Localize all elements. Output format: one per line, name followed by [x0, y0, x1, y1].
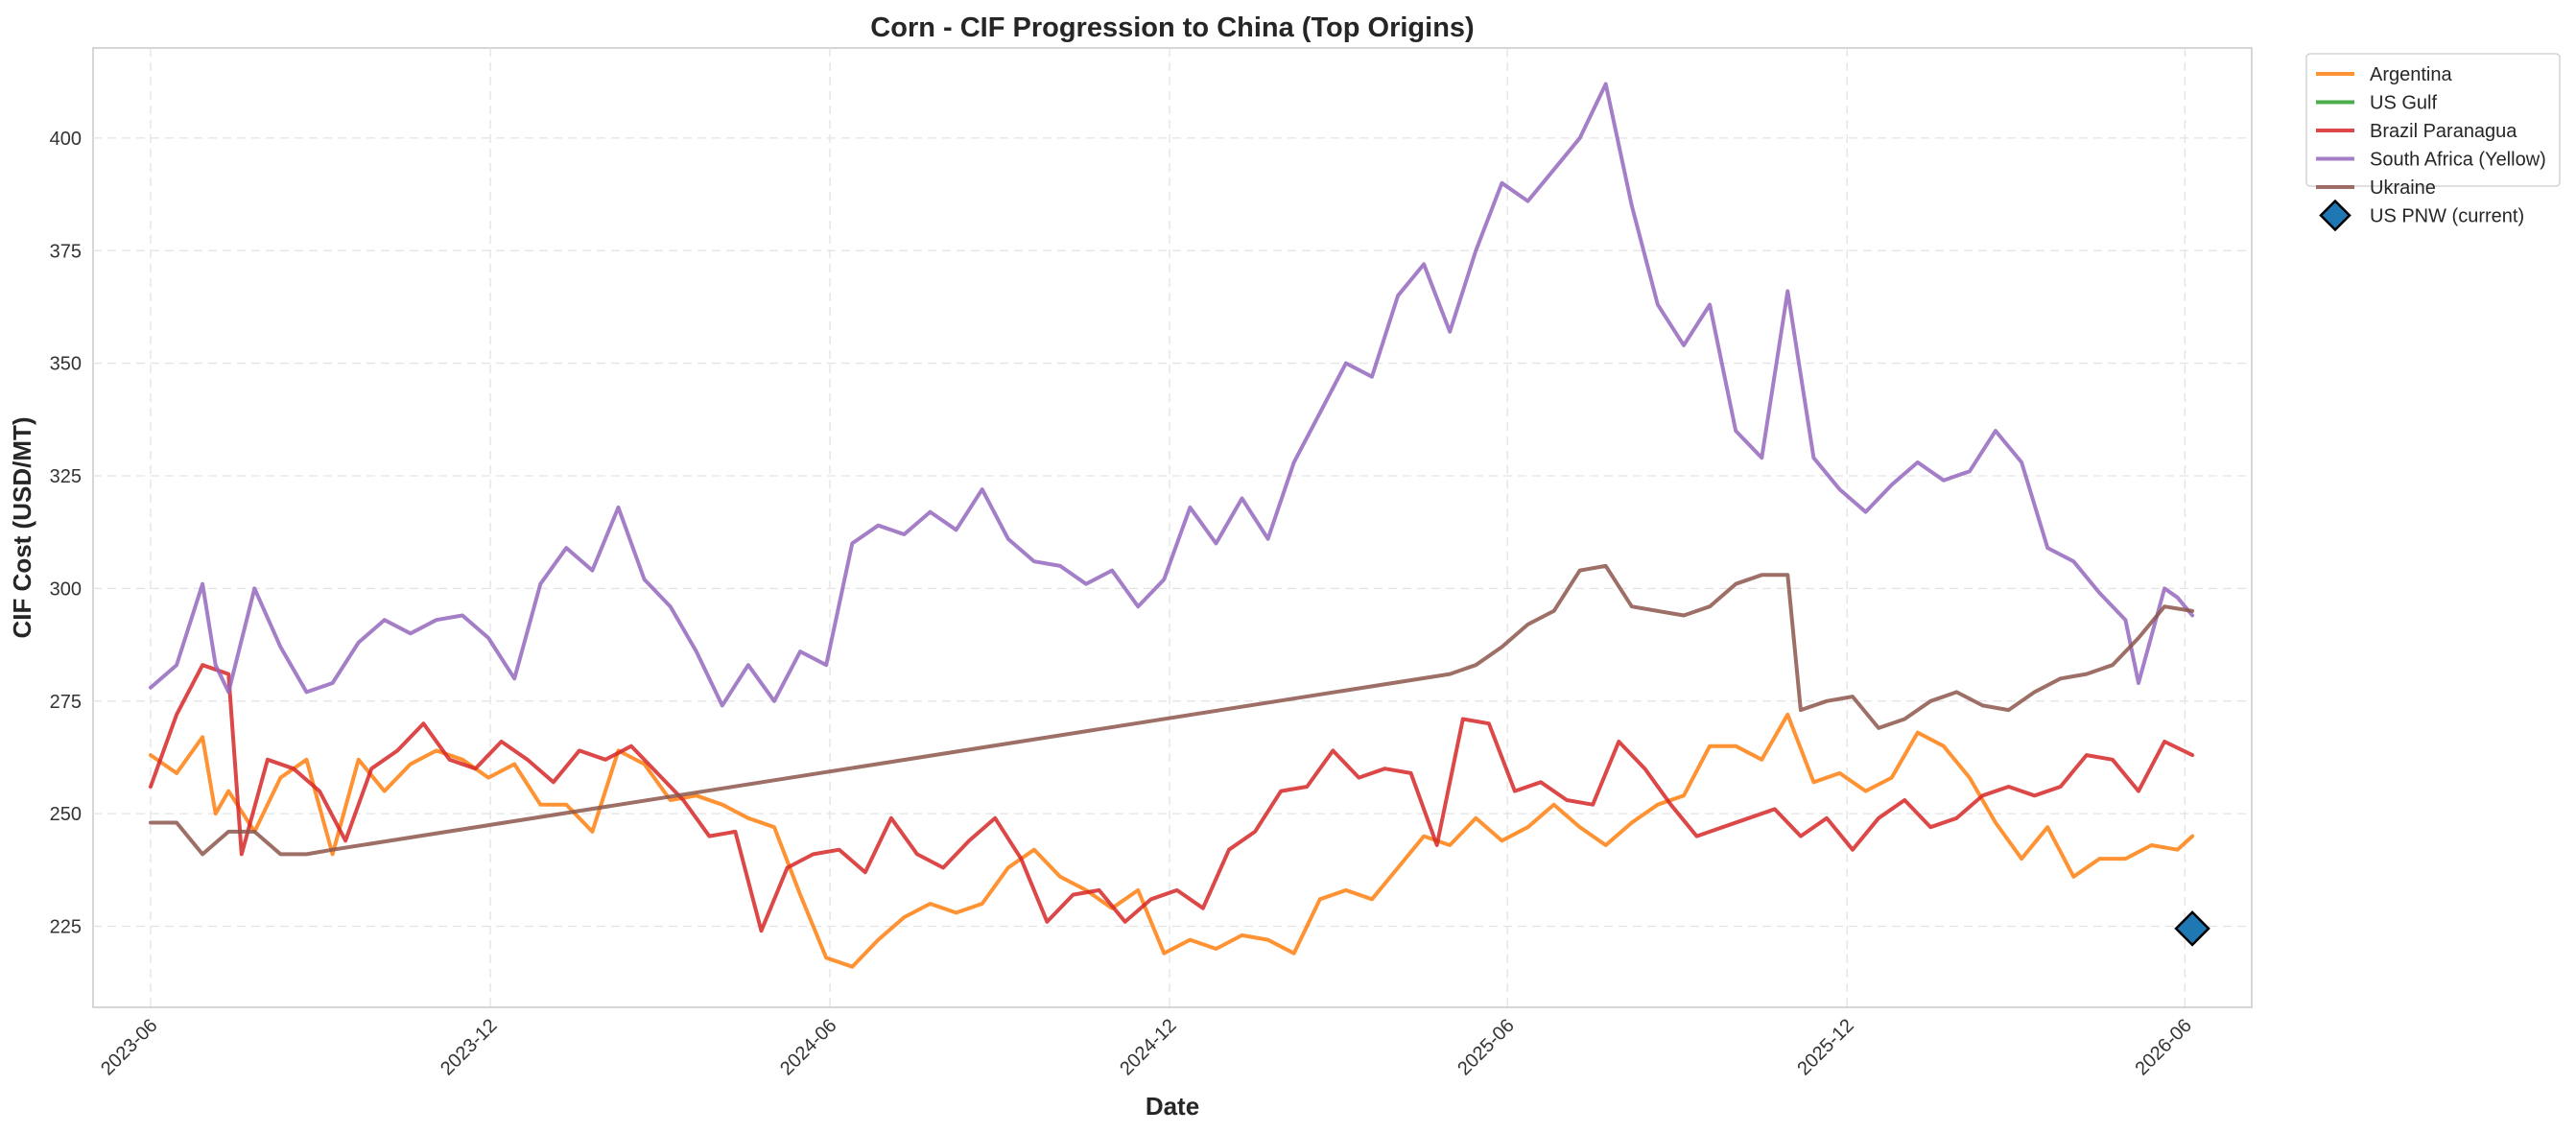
grid: [93, 48, 2252, 1007]
x-tick-label: 2024-06: [776, 1015, 840, 1079]
series-line-ukraine: [149, 563, 2195, 857]
x-tick-label: 2023-06: [97, 1015, 161, 1079]
series-lines: [149, 82, 2195, 969]
x-tick-label: 2025-12: [1793, 1015, 1857, 1079]
x-axis-ticks: 2023-06 2023-12 2024-06 2024-12 2025-06 2025-…: [97, 1015, 2196, 1079]
us-pnw-current-marker: [2174, 910, 2210, 947]
y-tick-label: 400: [50, 129, 82, 150]
markers: [2174, 910, 2210, 947]
x-axis-label: Date: [1146, 1092, 1199, 1121]
y-tick-label: 275: [50, 692, 82, 713]
legend-label: US Gulf: [2370, 93, 2437, 114]
x-tick-label: 2025-06: [1453, 1015, 1518, 1079]
x-tick-label: 2026-06: [2131, 1015, 2195, 1079]
legend-swatch-diamond: [2319, 199, 2351, 232]
x-tick-label: 2023-12: [437, 1015, 501, 1079]
y-tick-label: 300: [50, 578, 82, 600]
y-axis-ticks: 225 250 275 300 325 350 375 400: [50, 129, 82, 938]
legend-label: Ukraine: [2370, 177, 2436, 199]
y-tick-label: 375: [50, 241, 82, 262]
series-line-south-africa-yellow: [149, 82, 2195, 708]
y-tick-label: 225: [50, 916, 82, 937]
y-tick-label: 250: [50, 804, 82, 825]
legend-label: US PNW (current): [2370, 206, 2524, 227]
plot-area: [92, 47, 2253, 1008]
legend-label: Argentina: [2370, 64, 2452, 85]
x-tick-label: 2024-12: [1116, 1015, 1180, 1079]
legend-frame: [2305, 53, 2561, 187]
y-axis-label: CIF Cost (USD/MT): [8, 416, 36, 638]
legend-label: Brazil Paranagua: [2370, 121, 2517, 142]
y-tick-label: 350: [50, 354, 82, 375]
legend: Argentina US Gulf Brazil Paranagua South Af…: [2305, 53, 2561, 232]
y-tick-label: 325: [50, 466, 82, 487]
series-line-brazil-paranagua: [149, 663, 2195, 933]
chart-title: Corn - CIF Progression to China (Top Ori…: [870, 12, 1474, 43]
legend-label: South Africa (Yellow): [2370, 150, 2546, 171]
